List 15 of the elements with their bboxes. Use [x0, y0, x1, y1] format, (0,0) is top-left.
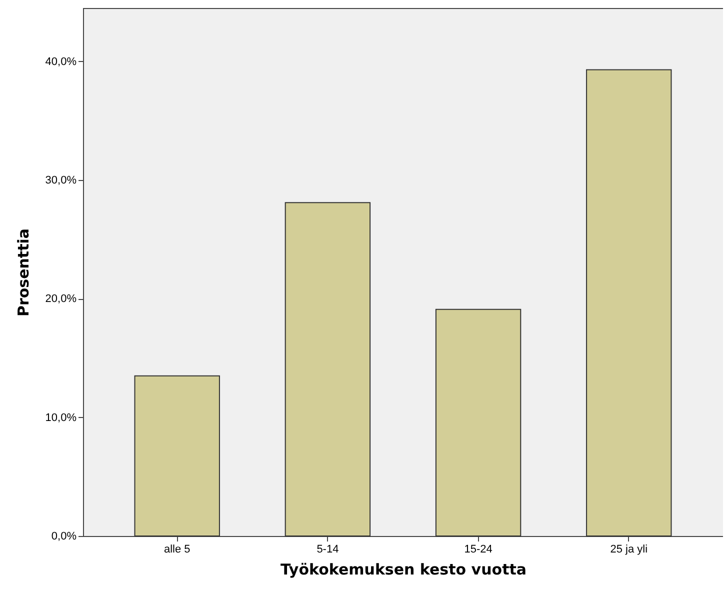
y-axis-title: Prosenttia [14, 228, 32, 317]
y-tick-label: 30,0% [45, 174, 77, 187]
y-tick-label: 10,0% [45, 412, 77, 424]
y-tick-label: 40,0% [45, 56, 77, 68]
x-tick-label: 25 ja yli [610, 544, 648, 556]
y-tick-label: 0,0% [51, 530, 77, 542]
x-tick-label: 15-24 [464, 544, 492, 556]
bar [284, 202, 371, 536]
bar [435, 308, 522, 536]
bar [586, 69, 672, 536]
x-tick-label: alle 5 [164, 544, 190, 556]
x-axis-title: Työkokemuksen kesto vuotta [280, 560, 527, 578]
bar [134, 375, 220, 536]
y-tick-label: 20,0% [45, 293, 77, 306]
x-tick-label: 5-14 [316, 544, 339, 556]
